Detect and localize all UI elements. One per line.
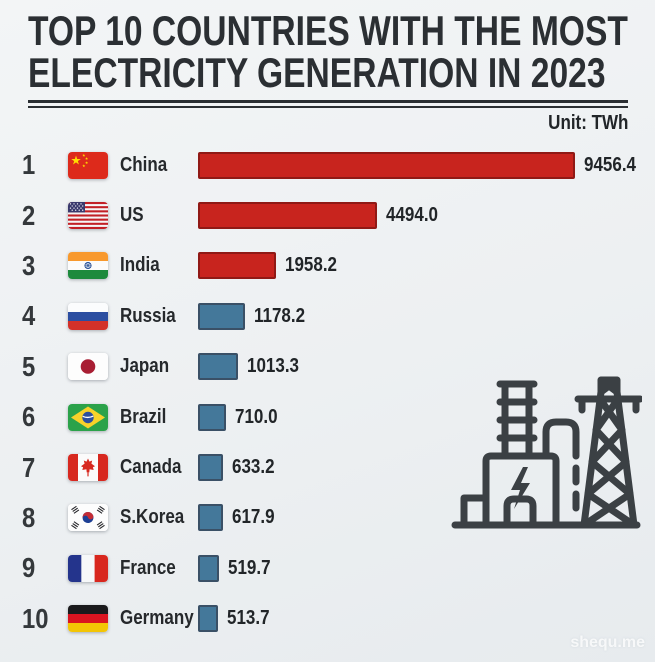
- value-label: 9456.4: [584, 153, 636, 176]
- germany-flag-icon: [68, 605, 108, 633]
- country-label: China: [120, 153, 168, 176]
- country-label: Germany: [120, 607, 194, 630]
- watermark: shequ.me: [570, 634, 645, 651]
- country-label: Brazil: [120, 405, 167, 428]
- india-flag-icon: [68, 252, 108, 280]
- value-label: 519.7: [227, 556, 271, 579]
- value-label: 1013.3: [247, 355, 300, 378]
- row-russia: 4 Russia 1178.2: [0, 291, 655, 341]
- country-label: S.Korea: [120, 506, 185, 529]
- brazil-flag-icon: [68, 403, 108, 431]
- china-bar: [198, 151, 575, 179]
- skorea-bar: [198, 504, 223, 532]
- row-germany: 10 Germany 513.7: [0, 594, 655, 644]
- south-korea-flag-icon: [68, 504, 108, 532]
- row-canada: 7 Canada 633.2: [0, 442, 655, 492]
- row-india: 3 India 1958.2: [0, 241, 655, 291]
- country-label: US: [120, 204, 144, 227]
- china-flag-icon: [68, 151, 108, 179]
- india-bar: [198, 252, 277, 280]
- germany-bar: [198, 605, 219, 633]
- rank-label: 10: [22, 602, 49, 634]
- title-underline: [28, 100, 628, 108]
- ranking-list: 1 China 9456.4 2 US 4494.0 3 India 1958.: [0, 140, 655, 644]
- country-label: Russia: [120, 304, 176, 327]
- country-label: France: [120, 556, 176, 579]
- header: TOP 10 COUNTRIES WITH THE MOST ELECTRICI…: [0, 0, 655, 134]
- value-label: 513.7: [227, 607, 271, 630]
- row-japan: 5 Japan 1013.3: [0, 342, 655, 392]
- value-label: 4494.0: [386, 204, 439, 227]
- canada-bar: [198, 454, 224, 482]
- rank-label: 8: [22, 501, 36, 533]
- power-plant-icon: [451, 376, 642, 529]
- rank-label: 6: [22, 401, 36, 433]
- russia-flag-icon: [68, 302, 108, 330]
- france-bar: [198, 554, 219, 582]
- rank-label: 9: [22, 552, 36, 584]
- unit-label: Unit: TWh: [547, 112, 628, 134]
- rank-label: 5: [22, 350, 36, 382]
- japan-flag-icon: [68, 353, 108, 381]
- us-flag-icon: [68, 202, 108, 230]
- country-label: Canada: [120, 456, 182, 479]
- russia-bar: [198, 302, 245, 330]
- rank-label: 1: [22, 149, 36, 181]
- rank-label: 3: [22, 249, 36, 281]
- rank-label: 2: [22, 199, 36, 231]
- value-label: 633.2: [232, 456, 275, 479]
- value-label: 710.0: [235, 405, 278, 428]
- value-label: 617.9: [231, 506, 275, 529]
- brazil-bar: [198, 403, 227, 431]
- rank-label: 4: [22, 300, 36, 332]
- value-label: 1178.2: [253, 304, 306, 327]
- row-france: 9 France 519.7: [0, 543, 655, 593]
- japan-bar: [198, 353, 239, 381]
- canada-flag-icon: [68, 454, 108, 482]
- us-bar: [198, 202, 378, 230]
- title-line-1: TOP 10 COUNTRIES WITH THE MOST: [28, 7, 628, 54]
- row-china: 1 China 9456.4: [0, 140, 655, 190]
- row-us: 2 US 4494.0: [0, 190, 655, 240]
- value-label: 1958.2: [285, 254, 338, 277]
- rank-label: 7: [22, 451, 36, 483]
- france-flag-icon: [68, 554, 108, 582]
- title-line-2: ELECTRICITY GENERATION IN 2023: [28, 49, 606, 96]
- row-brazil: 6 Brazil 710.0: [0, 392, 655, 442]
- row-skorea: 8 S.Korea 617.9: [0, 493, 655, 543]
- country-label: India: [120, 254, 160, 277]
- country-label: Japan: [120, 355, 170, 378]
